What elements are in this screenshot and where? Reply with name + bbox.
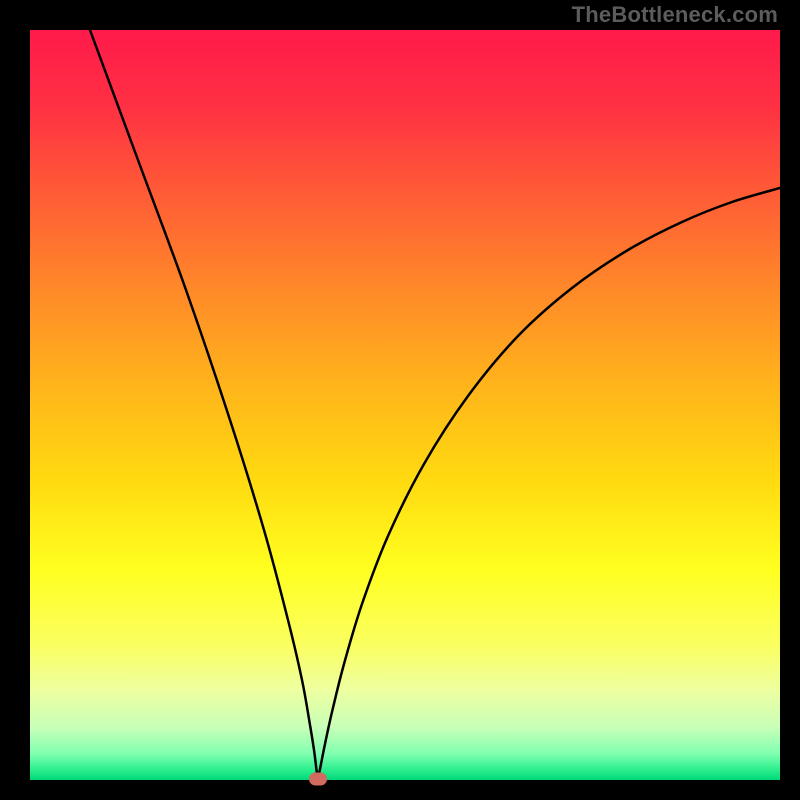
plot-area (30, 30, 780, 780)
bottleneck-curve (30, 30, 780, 780)
watermark-text: TheBottleneck.com (572, 2, 778, 28)
chart-frame: TheBottleneck.com (0, 0, 800, 800)
minimum-marker (309, 772, 327, 785)
